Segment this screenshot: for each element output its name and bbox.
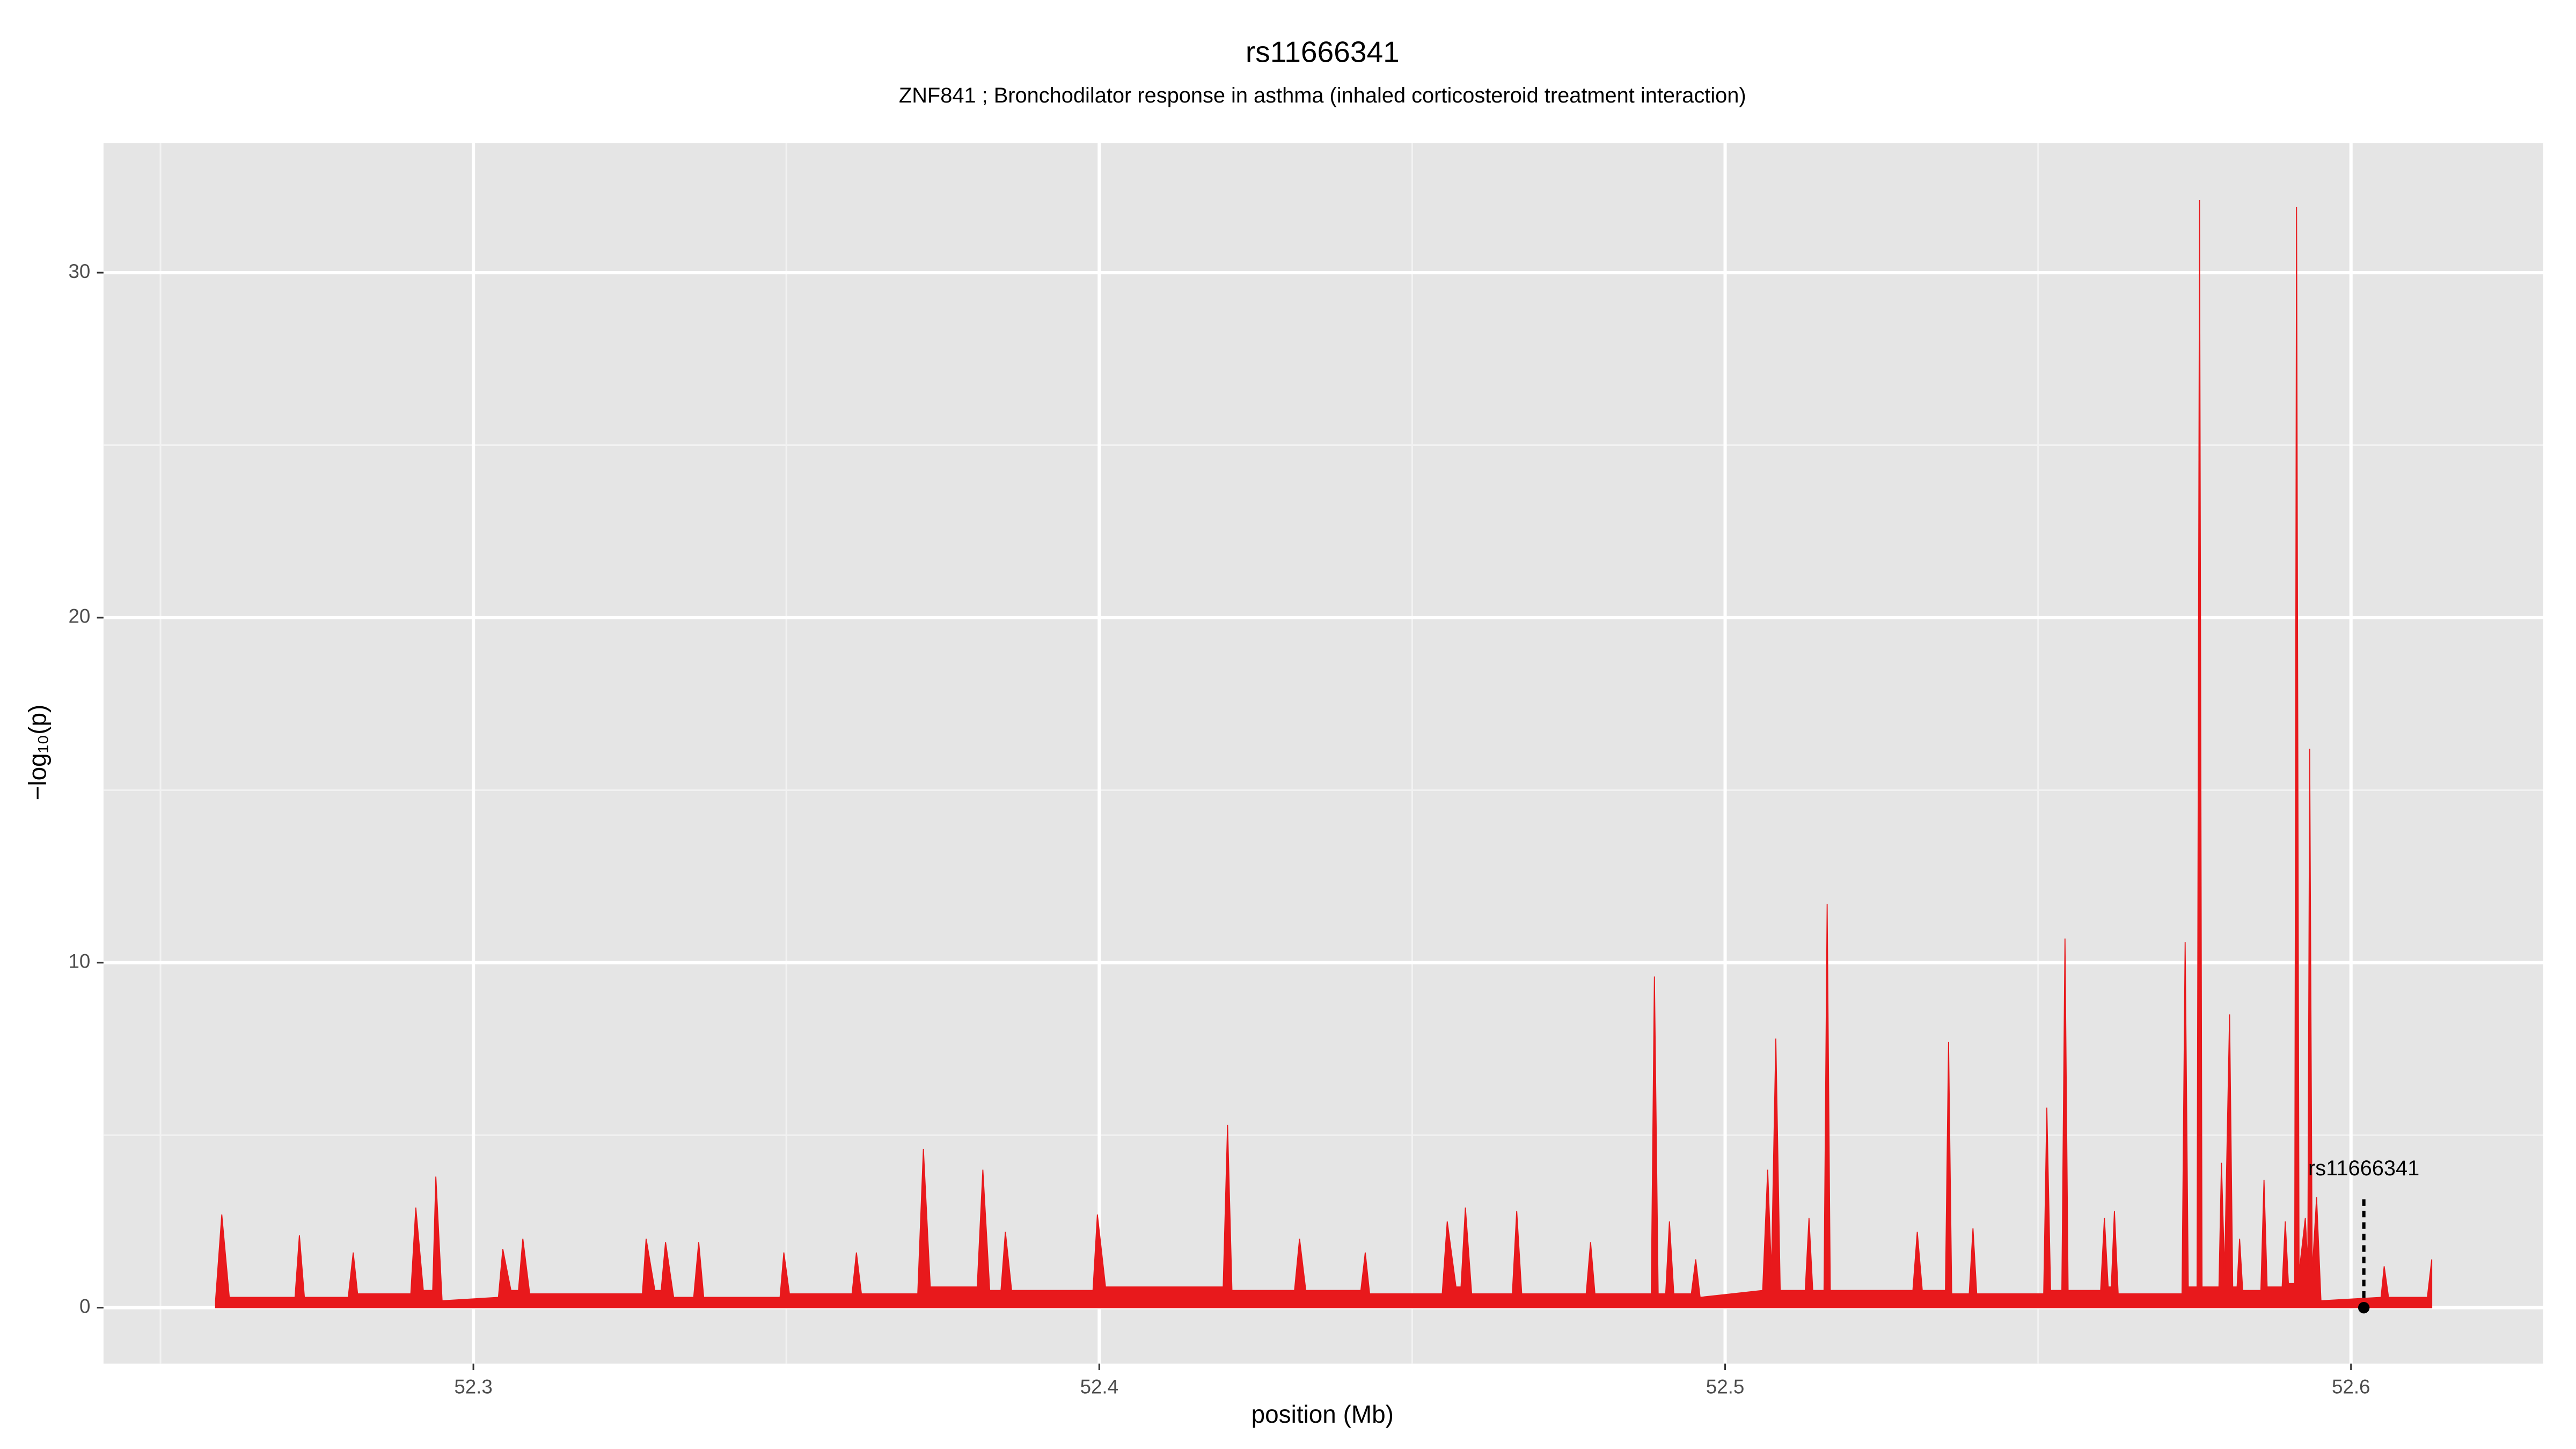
annotation-label: rs11666341 xyxy=(2308,1157,2419,1180)
x-tick-label: 52.3 xyxy=(454,1375,492,1397)
plot-panel xyxy=(103,143,2543,1364)
chart-title: rs11666341 xyxy=(1246,35,1400,69)
x-axis-label: position (Mb) xyxy=(1252,1400,1394,1428)
y-axis-label: −log₁₀(p) xyxy=(24,705,52,801)
area xyxy=(215,200,2433,1308)
y-tick-label: 30 xyxy=(69,260,91,282)
chart-subtitle: ZNF841 ; Bronchodilator response in asth… xyxy=(899,84,1746,107)
y-tick-label: 20 xyxy=(69,605,91,627)
y-tick-label: 0 xyxy=(79,1295,90,1317)
x-tick-label: 52.4 xyxy=(1080,1375,1118,1397)
y-tick-label: 10 xyxy=(69,950,91,972)
x-tick-label: 52.5 xyxy=(1706,1375,1744,1397)
x-tick-label: 52.6 xyxy=(2332,1375,2370,1397)
annotation-point xyxy=(2358,1301,2370,1314)
